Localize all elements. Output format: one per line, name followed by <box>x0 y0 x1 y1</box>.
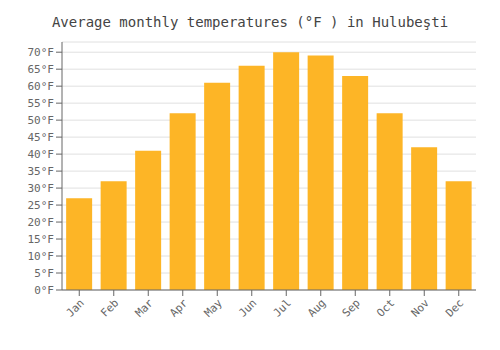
svg-text:Jun: Jun <box>236 296 259 319</box>
svg-text:Oct: Oct <box>374 296 397 319</box>
svg-text:Nov: Nov <box>409 296 433 320</box>
svg-text:5°F: 5°F <box>34 267 54 280</box>
svg-text:Sep: Sep <box>340 296 363 319</box>
svg-text:Dec: Dec <box>443 296 466 319</box>
svg-text:30°F: 30°F <box>28 182 55 195</box>
svg-text:35°F: 35°F <box>28 165 55 178</box>
svg-text:20°F: 20°F <box>28 216 55 229</box>
svg-text:May: May <box>202 296 226 320</box>
svg-text:65°F: 65°F <box>28 63 55 76</box>
svg-text:Jan: Jan <box>64 296 87 319</box>
svg-text:70°F: 70°F <box>28 46 55 59</box>
svg-text:15°F: 15°F <box>28 233 55 246</box>
svg-text:60°F: 60°F <box>28 80 55 93</box>
html-text:Average monthly temperatures (: Average monthly temperatures (°F ) in Hu… <box>51 14 449 30</box>
svg-text:Aug: Aug <box>305 296 328 319</box>
svg-text:Feb: Feb <box>98 296 121 319</box>
svg-text:10°F: 10°F <box>28 250 55 263</box>
svg-text:Mar: Mar <box>133 296 157 320</box>
svg-text:45°F: 45°F <box>28 131 55 144</box>
svg-text:25°F: 25°F <box>28 199 55 212</box>
svg-text:40°F: 40°F <box>28 148 55 161</box>
svg-text:Apr: Apr <box>167 296 191 320</box>
svg-text:Jul: Jul <box>271 296 294 319</box>
svg-text:0°F: 0°F <box>34 284 54 297</box>
svg-text:55°F: 55°F <box>28 97 55 110</box>
svg-text:50°F: 50°F <box>28 114 55 127</box>
